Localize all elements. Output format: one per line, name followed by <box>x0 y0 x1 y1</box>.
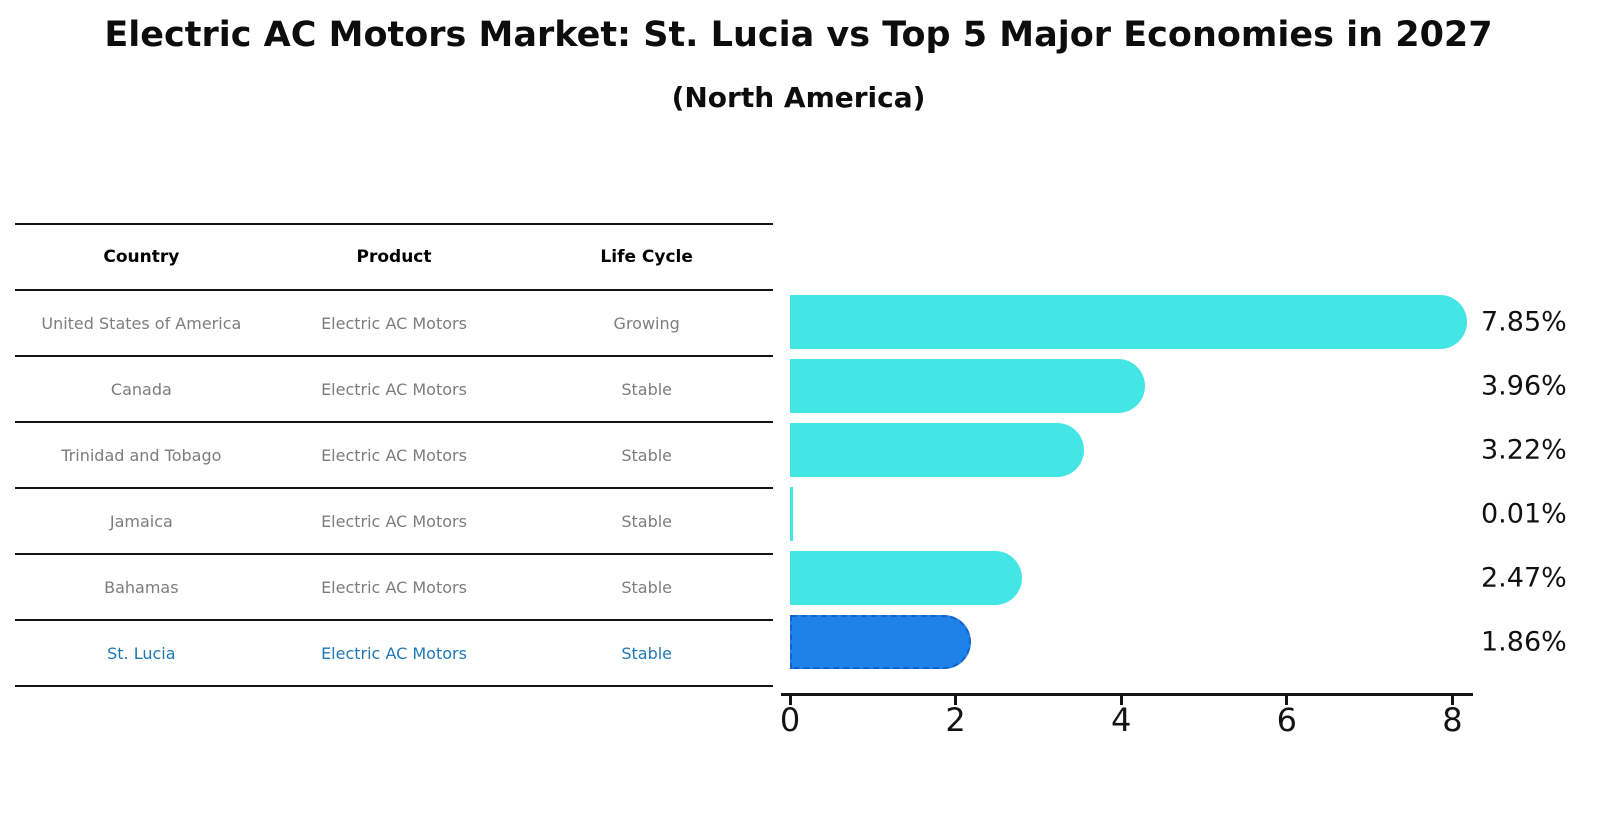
bar-value-label: 0.01% <box>1481 498 1567 530</box>
table-row: St. Lucia Electric AC Motors Stable <box>15 621 773 687</box>
table-cell-life-cycle: Growing <box>613 313 680 333</box>
table-cell-product: Electric AC Motors <box>321 643 467 663</box>
x-axis-tick-label: 8 <box>1442 701 1463 739</box>
table-row: United States of America Electric AC Moto… <box>15 291 773 357</box>
x-axis-tick-label: 2 <box>945 701 966 739</box>
page-title: Electric AC Motors Market: St. Lucia vs … <box>104 15 1493 55</box>
table-cell-life-cycle: Stable <box>621 511 673 531</box>
table-cell-country: United States of America <box>41 313 242 333</box>
bar-value-label: 1.86% <box>1481 626 1567 658</box>
country-table: Country Product Life Cycle United States… <box>15 223 773 687</box>
table-header-product: Product <box>356 247 432 267</box>
bar-value-label: 2.47% <box>1481 562 1567 594</box>
table-row: Canada Electric AC Motors Stable <box>15 357 773 423</box>
bar-bahamas <box>790 551 1022 605</box>
table-cell-country: Jamaica <box>109 511 173 531</box>
table-cell-country: St. Lucia <box>107 643 176 663</box>
x-axis-tick-mark <box>954 696 958 705</box>
x-axis-line <box>781 693 1473 696</box>
table-cell-country: Trinidad and Tobago <box>61 445 222 465</box>
table-cell-product: Electric AC Motors <box>321 511 467 531</box>
bar-value-label: 3.22% <box>1481 434 1567 466</box>
table-cell-product: Electric AC Motors <box>321 445 467 465</box>
table-cell-product: Electric AC Motors <box>321 379 467 399</box>
page-subtitle: (North America) <box>671 81 926 114</box>
table-cell-product: Electric AC Motors <box>321 577 467 597</box>
bar-st-lucia <box>790 615 971 669</box>
x-axis-tick-mark <box>1119 696 1123 705</box>
table-body: United States of America Electric AC Moto… <box>15 291 773 687</box>
table-cell-life-cycle: Stable <box>621 577 673 597</box>
table-row: Jamaica Electric AC Motors Stable <box>15 489 773 555</box>
table-header-row: Country Product Life Cycle <box>15 225 773 291</box>
table-cell-life-cycle: Stable <box>621 445 673 465</box>
bar-value-label: 7.85% <box>1481 306 1567 338</box>
x-axis-tick-mark <box>1285 696 1289 705</box>
table-cell-product: Electric AC Motors <box>321 313 467 333</box>
table-row: Trinidad and Tobago Electric AC Motors Sta… <box>15 423 773 489</box>
bar-united-states-of-america <box>790 295 1467 349</box>
bar-value-label: 3.96% <box>1481 370 1567 402</box>
x-axis-tick-label: 4 <box>1111 701 1132 739</box>
table-header-life-cycle: Life Cycle <box>600 247 693 267</box>
x-axis-tick-label: 6 <box>1276 701 1297 739</box>
table-cell-country: Canada <box>110 379 172 399</box>
table-header-country: Country <box>103 247 180 267</box>
bar-canada <box>790 359 1145 413</box>
table-cell-life-cycle: Stable <box>621 643 673 663</box>
x-axis-tick-label: 0 <box>779 701 801 739</box>
table-row: Bahamas Electric AC Motors Stable <box>15 555 773 621</box>
x-axis-tick-mark <box>1450 696 1454 705</box>
bar-trinidad-and-tobago <box>790 423 1084 477</box>
table-cell-country: Bahamas <box>104 577 179 597</box>
x-axis-tick-mark <box>788 696 792 705</box>
bar-jamaica <box>790 487 793 541</box>
table-cell-life-cycle: Stable <box>621 379 673 399</box>
